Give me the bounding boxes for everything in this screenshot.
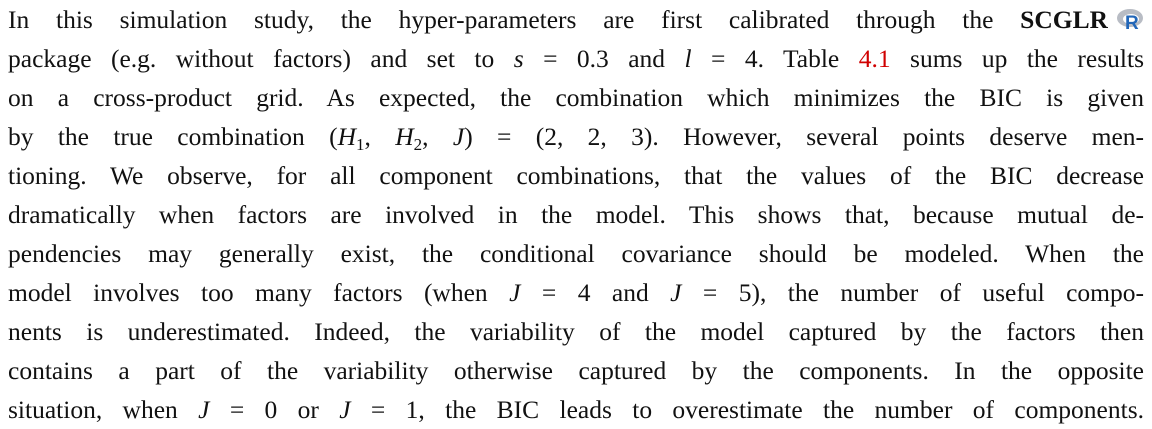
text-segment: , <box>364 122 396 151</box>
text-segment: J <box>670 278 682 307</box>
text-segment: In this simulation study, the hyper-para… <box>8 5 1021 34</box>
text-line: pendencies may generally exist, the cond… <box>8 234 1144 273</box>
text-line: by the true combination (H1, H2, J) = (2… <box>8 117 1144 156</box>
text-segment: pendencies may generally exist, the cond… <box>8 239 1144 268</box>
text-segment: 1 <box>356 135 365 154</box>
text-segment: = 4 and <box>520 278 671 307</box>
text-segment: J <box>452 122 465 151</box>
text-segment: on a cross-product grid. As expected, th… <box>8 83 1144 112</box>
text-segment: ) = (2, 2, 3). However, several points d… <box>464 122 1144 151</box>
text-segment[interactable]: 4.1 <box>858 44 891 73</box>
text-segment: model involves too many factors (when <box>8 278 510 307</box>
text-line: nents is underestimated. Indeed, the var… <box>8 312 1144 351</box>
text-segment: tioning. We observe, for all component c… <box>8 161 1144 190</box>
text-segment: J <box>339 395 351 424</box>
text-segment: J <box>509 278 521 307</box>
text-segment: = 1, the BIC leads to overestimate the n… <box>350 395 1144 424</box>
text-line: In this simulation study, the hyper-para… <box>8 0 1108 39</box>
text-segment: , <box>422 122 453 151</box>
svg-text:R: R <box>1125 13 1139 32</box>
text-segment: contains a part of the variability other… <box>8 356 1144 385</box>
text-segment: nents is underestimated. Indeed, the var… <box>8 317 1144 346</box>
text-line: situation, when J = 0 or J = 1, the BIC … <box>8 390 1144 429</box>
text-segment: = 5), the number of useful compo- <box>681 278 1144 307</box>
text-segment: s <box>513 44 524 73</box>
text-segment: situation, when <box>8 395 199 424</box>
text-segment: = 0 or <box>209 395 340 424</box>
text-segment: 2 <box>413 135 423 154</box>
text-segment: = 4. Table <box>691 44 859 73</box>
text-line: on a cross-product grid. As expected, th… <box>8 78 1144 117</box>
text-line: model involves too many factors (when J … <box>8 273 1144 312</box>
text-segment: by the true combination ( <box>8 122 338 151</box>
text-segment: dramatically when factors are involved i… <box>8 200 1144 229</box>
r-logo: R <box>1117 9 1143 32</box>
text-line: package (e.g. without factors) and set t… <box>8 39 1144 78</box>
text-segment: H <box>395 122 414 151</box>
text-line: dramatically when factors are involved i… <box>8 195 1144 234</box>
text-segment: H <box>337 122 357 151</box>
text-segment: J <box>198 395 210 424</box>
text-segment: package (e.g. without factors) and set t… <box>8 44 514 73</box>
text-line: contains a part of the variability other… <box>8 351 1144 390</box>
text-segment: = 0.3 and <box>523 44 685 73</box>
text-segment: l <box>684 44 692 73</box>
text-line: tioning. We observe, for all component c… <box>8 156 1144 195</box>
text-segment: SCGLR <box>1020 5 1108 34</box>
text-segment: sums up the results <box>890 44 1144 73</box>
